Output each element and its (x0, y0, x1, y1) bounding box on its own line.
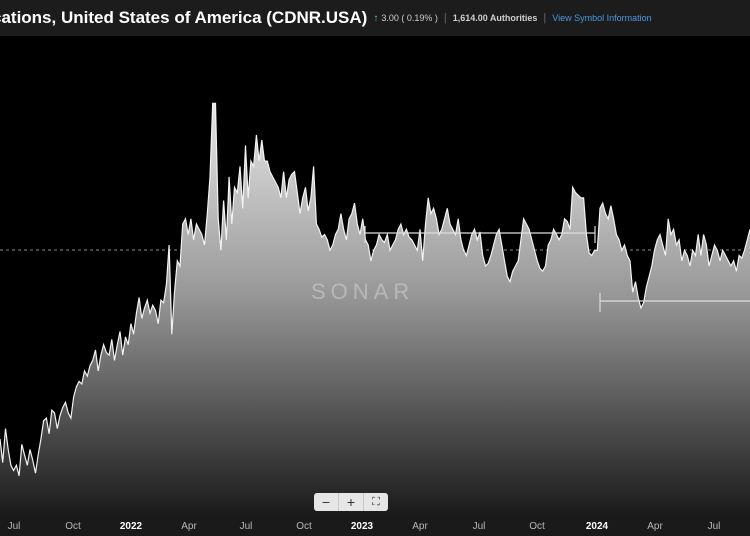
x-tick-label: Jul (7, 521, 21, 532)
x-tick-label: Apr (181, 521, 197, 532)
chart-title: cations, United States of America (CDNR.… (0, 8, 368, 27)
x-tick-label: 2023 (350, 521, 374, 532)
x-tick-label: Oct (65, 521, 81, 532)
zoom-controls: − + ⛶ (314, 493, 388, 511)
view-symbol-info-link[interactable]: View Symbol Information (552, 13, 652, 23)
sonar-watermark: SONAR (311, 279, 415, 304)
x-tick-label: Apr (647, 521, 663, 532)
x-tick-label: 2024 (585, 521, 609, 532)
chart-header: cations, United States of America (CDNR.… (0, 0, 750, 36)
x-axis: Jul Oct 2022 Apr Jul Oct 2023 Apr Jul Oct 2024 Apr J… (0, 516, 750, 536)
up-arrow-icon: ↑ (373, 12, 379, 24)
x-tick-label: Apr (412, 521, 428, 532)
separator: | (443, 12, 447, 24)
zoom-out-button[interactable]: − (314, 493, 339, 511)
x-tick-label: Jul (239, 521, 253, 532)
change-value: 3.00 ( 0.19% ) (381, 13, 438, 23)
chart-area[interactable]: SONAR (0, 36, 750, 516)
trend-bracket-2023 (364, 226, 596, 243)
authorities-count: 1,614.00 Authorities (452, 13, 538, 23)
area-chart (0, 102, 750, 516)
trend-bracket-2024 (599, 293, 750, 312)
series-line (0, 102, 750, 476)
separator: | (543, 12, 547, 24)
x-tick-label: Oct (296, 521, 312, 532)
series-area (0, 103, 750, 516)
x-tick-label: Jul (472, 521, 486, 532)
x-tick-label: Jul (707, 521, 721, 532)
x-tick-label: Oct (529, 521, 545, 532)
fullscreen-button[interactable]: ⛶ (372, 495, 380, 508)
x-tick-label: 2022 (119, 521, 143, 532)
zoom-in-button[interactable]: + (339, 493, 364, 511)
